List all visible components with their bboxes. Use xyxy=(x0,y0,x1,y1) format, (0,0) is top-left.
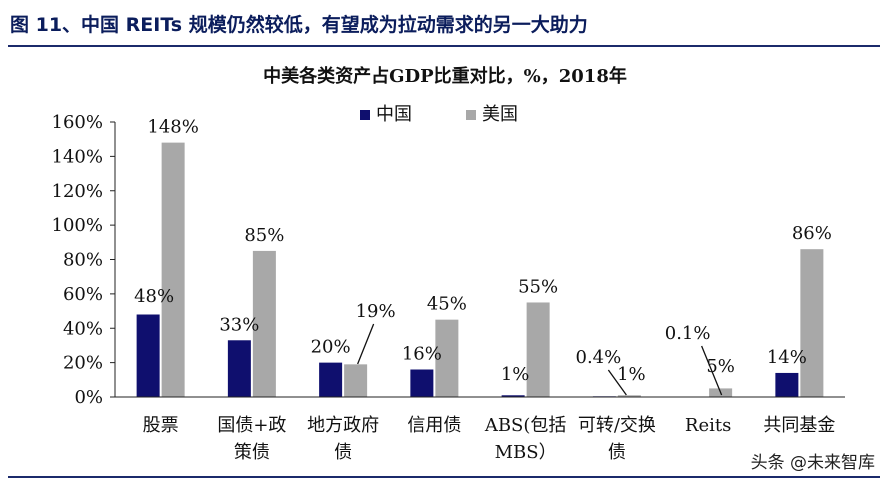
figure-header: 图 11、中国 REITs 规模仍然较低，有望成为拉动需求的另一大助力 xyxy=(10,14,588,36)
us-data-label: 55% xyxy=(518,276,558,297)
china-data-label: 16% xyxy=(402,344,442,365)
us-data-label: 148% xyxy=(147,117,198,138)
china-bar xyxy=(136,314,160,397)
category-label: 共同基金 xyxy=(763,415,835,436)
china-data-label: 33% xyxy=(219,314,259,335)
y-tick-label: 60% xyxy=(63,284,103,305)
us-bar xyxy=(161,142,185,397)
y-tick-label: 120% xyxy=(52,181,103,202)
china-data-label: 48% xyxy=(134,286,174,307)
us-data-label: 86% xyxy=(792,223,832,244)
china-bar xyxy=(501,395,525,397)
us-data-label: 19% xyxy=(356,301,396,322)
y-tick-label: 80% xyxy=(63,250,103,271)
data-labels: 48%33%20% 16%1%0.4%0.1%14%148%85%19% 45%55… xyxy=(134,117,832,396)
us-data-label: 45% xyxy=(427,294,467,315)
us-bar xyxy=(800,249,824,397)
china-bar xyxy=(319,362,343,397)
legend-swatch xyxy=(466,110,476,120)
china-data-label: 1% xyxy=(501,364,530,385)
watermark: 头条 @未来智库 xyxy=(750,453,875,473)
china-data-label: 14% xyxy=(767,347,807,368)
us-bar xyxy=(435,319,459,397)
us-bar xyxy=(252,250,276,397)
header-divider xyxy=(8,45,880,47)
category-label: 地方政府 xyxy=(307,415,379,436)
y-tick-label: 40% xyxy=(63,318,103,339)
y-tick-label: 0% xyxy=(74,387,103,408)
us-data-label: 85% xyxy=(244,225,284,246)
category-label: 国债+政 xyxy=(217,415,286,436)
legend-swatch xyxy=(360,110,370,120)
legend: 中国 美国 xyxy=(360,104,518,125)
us-bar xyxy=(344,364,368,397)
chart-title: 中美各类资产占GDP比重对比，%，2018年 xyxy=(263,65,627,87)
category-label: 策债 xyxy=(234,442,270,463)
category-label: ABS(包括 xyxy=(484,415,567,436)
leader-line xyxy=(357,323,375,365)
y-tick-label: 160% xyxy=(52,112,103,133)
y-tick-label: 100% xyxy=(52,215,103,236)
legend-label: 美国 xyxy=(482,104,518,125)
category-label: 信用债 xyxy=(407,415,461,436)
leader-line xyxy=(701,345,723,396)
china-bar xyxy=(410,369,434,397)
us-data-label: 5% xyxy=(706,356,735,377)
us-bar xyxy=(617,395,641,397)
category-label: 债 xyxy=(608,442,626,463)
category-label: 可转/交换 xyxy=(578,415,656,436)
category-label: Reits xyxy=(685,415,731,436)
china-bar xyxy=(227,340,251,397)
y-tick-label: 20% xyxy=(63,353,103,374)
leader-line xyxy=(607,369,627,396)
category-label: 债 xyxy=(334,442,352,463)
china-data-label: 0.4% xyxy=(576,347,622,368)
category-label: 股票 xyxy=(143,415,179,436)
category-label: MBS） xyxy=(495,442,557,463)
china-data-label: 0.1% xyxy=(665,323,711,344)
y-axis: 0% 20% 40% 60% 80% 100% 120% 140% 160% xyxy=(52,112,116,408)
legend-label: 中国 xyxy=(376,104,412,125)
us-data-label: 1% xyxy=(617,364,646,385)
china-data-label: 20% xyxy=(311,337,351,358)
china-bar xyxy=(775,372,799,397)
footer-divider xyxy=(8,476,880,478)
y-tick-label: 140% xyxy=(52,146,103,167)
bars xyxy=(136,142,824,398)
us-bar xyxy=(526,302,550,397)
